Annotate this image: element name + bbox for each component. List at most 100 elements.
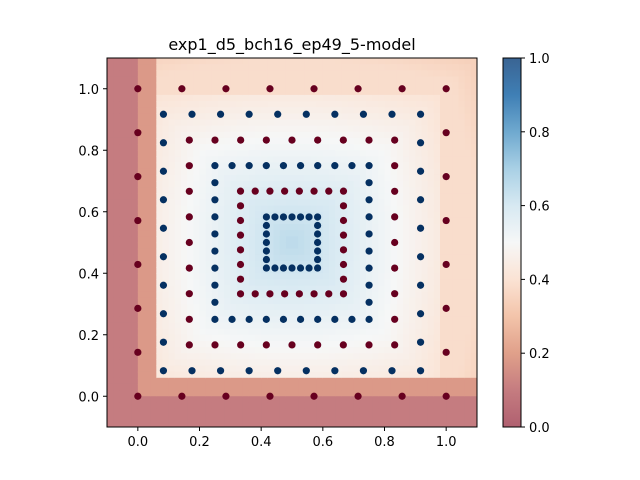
heatmap-cell (211, 64, 219, 71)
heatmap-cell (242, 199, 250, 207)
heatmap-cell (279, 64, 287, 71)
heatmap-cell (261, 113, 268, 121)
heatmap-cell (248, 193, 256, 201)
heatmap-cell (174, 334, 182, 342)
heatmap-cell (341, 359, 349, 367)
heatmap-cell (193, 353, 201, 360)
heatmap-cell (470, 254, 477, 262)
heatmap-cell (427, 131, 435, 139)
heatmap-cell (205, 297, 213, 305)
heatmap-cell (242, 402, 250, 410)
heatmap-cell (366, 390, 373, 397)
heatmap-cell (162, 76, 170, 84)
heatmap-cell (464, 168, 472, 176)
heatmap-cell (421, 328, 429, 336)
heatmap-cell (427, 58, 435, 65)
heatmap-cell (242, 377, 250, 385)
heatmap-cell (181, 162, 188, 170)
heatmap-cell (193, 260, 201, 268)
heatmap-cell (415, 273, 423, 280)
heatmap-cell (248, 279, 256, 287)
heatmap-cell (156, 224, 164, 231)
heatmap-cell (193, 420, 201, 427)
heatmap-cell (378, 285, 386, 293)
heatmap-cell (181, 58, 188, 65)
heatmap-cell (181, 70, 188, 78)
heatmap-cell (193, 359, 201, 367)
heatmap-cell (384, 224, 392, 231)
heatmap-cell (261, 217, 268, 225)
heatmap-cell (279, 137, 287, 145)
heatmap-cell (199, 420, 207, 427)
heatmap-cell (433, 101, 441, 108)
data-point (236, 202, 245, 210)
heatmap-cell (218, 168, 225, 176)
heatmap-cell (150, 347, 157, 354)
heatmap-cell (119, 137, 127, 145)
heatmap-cell (316, 101, 324, 108)
heatmap-cell (248, 414, 256, 422)
heatmap-cell (162, 187, 170, 194)
heatmap-cell (409, 353, 416, 360)
heatmap-cell (366, 408, 373, 416)
heatmap-cell (372, 144, 379, 151)
heatmap-cell (107, 304, 114, 311)
heatmap-cell (236, 70, 244, 78)
heatmap-cell (316, 365, 324, 373)
heatmap-cell (390, 168, 398, 176)
heatmap-cell (181, 125, 188, 133)
heatmap-cell (372, 390, 379, 397)
heatmap-cell (298, 285, 305, 293)
heatmap-cell (409, 76, 416, 84)
heatmap-cell (292, 125, 299, 133)
heatmap-cell (304, 181, 312, 188)
heatmap-cell (335, 371, 342, 379)
heatmap-cell (255, 217, 262, 225)
heatmap-cell (205, 224, 213, 231)
heatmap-cell (372, 310, 379, 317)
heatmap-cell (378, 181, 386, 188)
data-point (391, 341, 399, 349)
data-point (339, 260, 348, 269)
heatmap-cell (107, 181, 114, 188)
heatmap-cell (415, 297, 423, 305)
heatmap-cell (329, 168, 336, 176)
heatmap-cell (452, 94, 460, 102)
heatmap-cell (440, 150, 447, 157)
heatmap-cell (181, 168, 188, 176)
heatmap-cell (187, 64, 194, 71)
heatmap-cell (211, 310, 219, 317)
heatmap-cell (199, 88, 207, 96)
heatmap-cell (427, 205, 435, 213)
heatmap-cell (322, 353, 330, 360)
heatmap-cell (285, 217, 293, 225)
heatmap-cell (446, 187, 453, 194)
heatmap-cell (107, 187, 114, 194)
heatmap-cell (261, 304, 268, 311)
data-point (331, 110, 339, 118)
heatmap-cell (347, 260, 355, 268)
heatmap-cell (174, 94, 182, 102)
heatmap-cell (292, 347, 299, 354)
heatmap-cell (409, 365, 416, 373)
heatmap-cell (421, 119, 429, 127)
heatmap-cell (409, 260, 416, 268)
heatmap-cell (347, 101, 355, 108)
heatmap-cell (107, 347, 114, 354)
heatmap-cell (427, 334, 435, 342)
heatmap-cell (347, 113, 355, 121)
heatmap-cell (168, 365, 176, 373)
heatmap-cell (131, 76, 139, 84)
heatmap-cell (273, 279, 281, 287)
heatmap-cell (255, 199, 262, 207)
heatmap-cell (396, 248, 404, 256)
heatmap-cell (452, 408, 460, 416)
heatmap-cell (236, 131, 244, 139)
heatmap-cell (372, 365, 379, 373)
heatmap-cell (390, 88, 398, 96)
heatmap-cell (316, 187, 324, 194)
heatmap-cell (162, 156, 170, 164)
heatmap-cell (470, 347, 477, 354)
heatmap-cell (144, 113, 151, 121)
heatmap-cell (279, 414, 287, 422)
